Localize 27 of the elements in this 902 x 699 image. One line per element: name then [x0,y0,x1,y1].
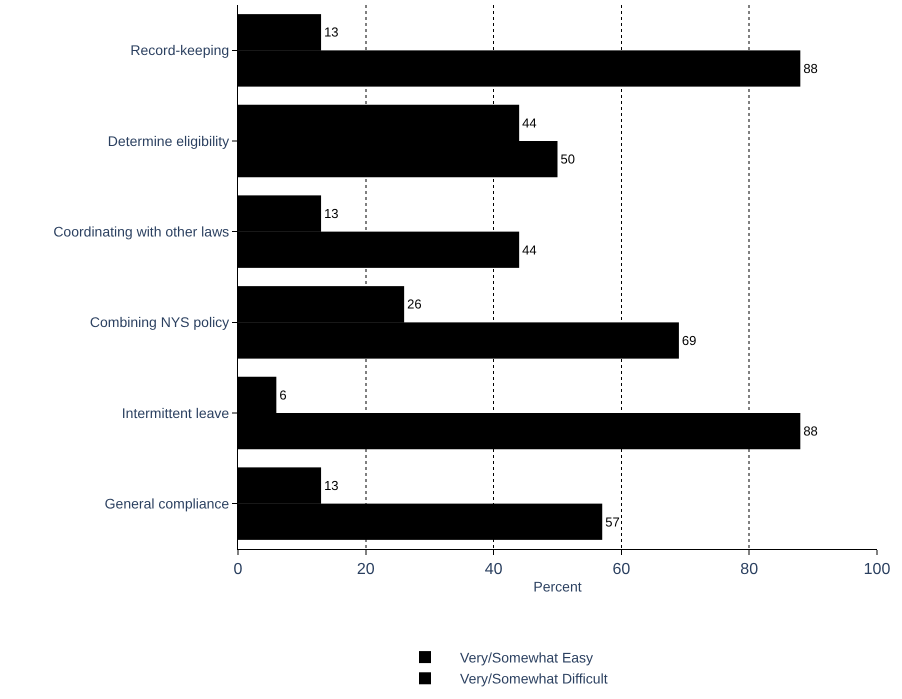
y-tick-label: Coordinating with other laws [53,224,230,240]
y-tick-label: Record-keeping [130,42,230,58]
x-tick-label: 40 [484,561,503,578]
data-label: 13 [324,478,339,494]
data-label: 26 [407,296,422,312]
data-label: 13 [324,206,339,222]
y-tick-label: Determine eligibility [108,132,230,149]
x-tick-label: 20 [356,561,375,578]
x-tick-label: 60 [612,561,630,578]
x-tick-label: 100 [864,561,890,578]
y-tick-label: Intermittent leave [122,404,230,421]
y-tick-label: Combining NYS policy [90,314,230,330]
data-label: 69 [682,332,696,348]
data-label: 57 [605,514,620,530]
data-label: 50 [560,152,575,167]
y-tick-label: General compliance [104,496,230,512]
data-label: 44 [522,115,537,130]
data-label: 88 [803,60,818,76]
legend-label: Very/Somewhat Difficult [460,670,608,687]
data-label: 6 [279,387,287,402]
data-label: 88 [803,424,818,439]
x-tick-label: 0 [234,561,243,578]
x-axis-title: Percent [533,578,582,594]
data-label: 44 [522,242,537,258]
x-tick-label: 80 [740,561,758,578]
legend-label: Very/Somewhat Easy [460,650,594,666]
data-label: 13 [324,24,339,40]
